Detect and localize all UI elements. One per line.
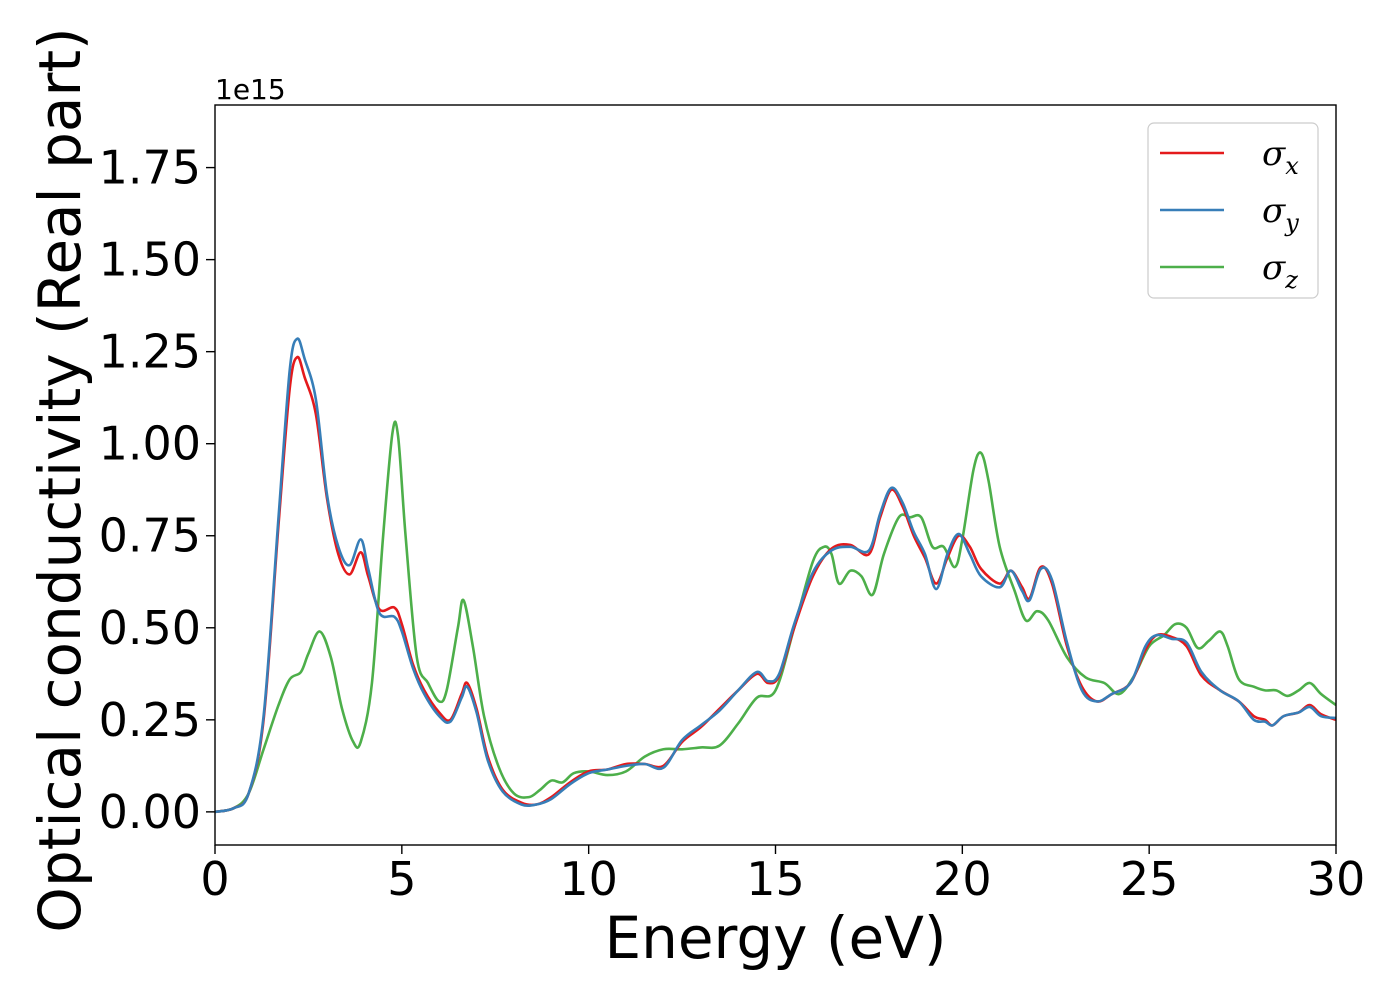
x-tick-label: 15 [746, 852, 805, 906]
legend-label: σy [1262, 191, 1299, 237]
x-tick-label: 30 [1307, 852, 1366, 906]
y-tick-label: 0.50 [99, 601, 201, 655]
x-tick-label: 5 [387, 852, 416, 906]
y-tick-label: 1.00 [99, 417, 201, 471]
x-axis: 0 5 10 15 20 25 30 [200, 845, 1365, 906]
legend-label: σz [1262, 248, 1298, 294]
y-tick-label: 0.75 [99, 509, 201, 563]
x-tick-label: 20 [933, 852, 992, 906]
x-tick-label: 0 [200, 852, 229, 906]
y-tick-label: 1.50 [99, 233, 201, 287]
y-tick-label: 1.25 [99, 325, 201, 379]
legend-box [1147, 122, 1319, 299]
y-tick-label: 0.25 [99, 693, 201, 747]
x-tick-label: 25 [1120, 852, 1179, 906]
legend: σx σy σz [1147, 122, 1319, 299]
series-line-1 [215, 337, 1336, 814]
y-axis-label: Optical conductivity (Real part) [26, 27, 94, 932]
x-tick-label: 10 [559, 852, 618, 906]
y-axis: 0.00 0.25 0.50 0.75 1.00 1.25 1.50 1.75 [99, 141, 215, 839]
series-line-0 [215, 355, 1336, 814]
x-axis-label: Energy (eV) [604, 904, 946, 972]
series-lines [215, 337, 1336, 814]
y-offset-label: 1e15 [215, 73, 286, 106]
y-tick-label: 0.00 [99, 785, 201, 839]
legend-label: σx [1262, 134, 1299, 180]
y-tick-label: 1.75 [99, 141, 201, 195]
